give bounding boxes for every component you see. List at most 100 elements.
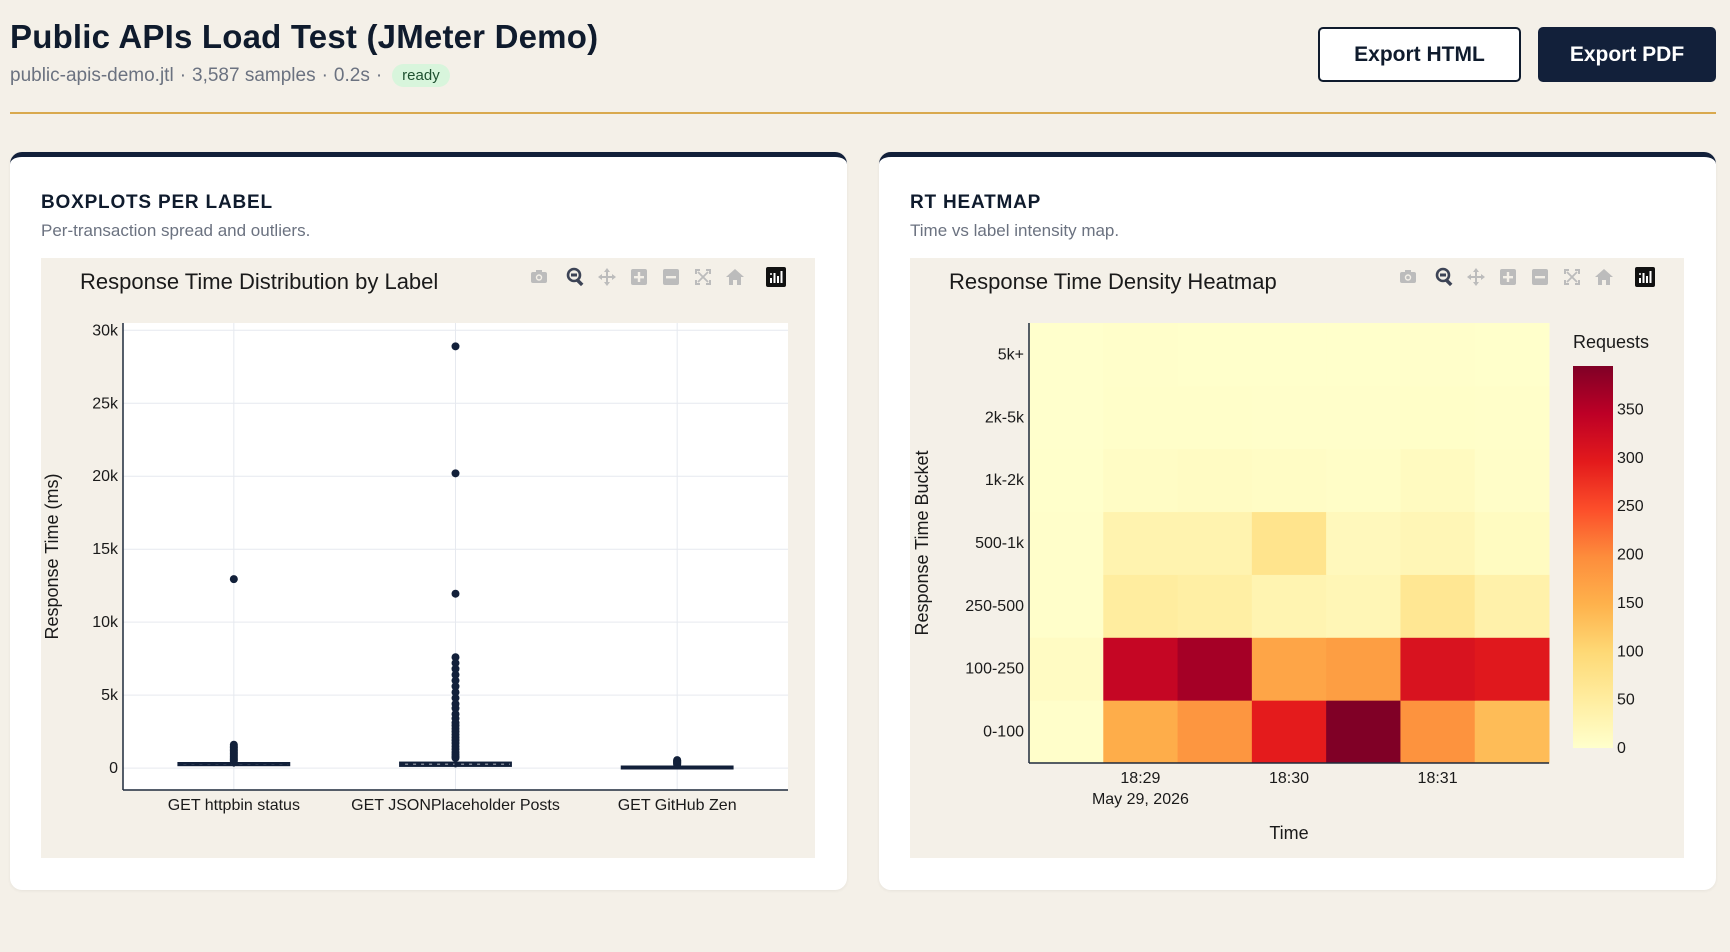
colorbar-tick-label: 50 <box>1617 692 1635 709</box>
colorbar-tick-label: 0 <box>1617 740 1626 757</box>
heatmap-cell <box>1177 323 1253 387</box>
y-tick-label: 20k <box>92 468 119 485</box>
heatmap-cell <box>1251 574 1327 638</box>
outlier-point <box>229 756 238 765</box>
heatmap-cell <box>1474 511 1550 575</box>
meta-separator: · <box>375 64 383 86</box>
colorbar-tick-label: 300 <box>1617 450 1644 467</box>
heatmap-cell <box>1103 574 1179 638</box>
zoom-in-icon[interactable] <box>1495 263 1521 291</box>
pan-icon[interactable] <box>1463 263 1489 291</box>
autoscale-icon[interactable] <box>690 263 716 291</box>
heatmap-plot: 0-100 100-250 250-500 500-1k 1k-2k 2k-5k 5k+ 18… <box>910 258 1684 858</box>
zoom-icon[interactable] <box>1432 263 1458 291</box>
zoom-icon[interactable] <box>563 263 589 291</box>
zoom-out-icon[interactable] <box>658 263 684 291</box>
outlier-point <box>229 575 238 584</box>
heatmap-cell <box>1474 385 1550 450</box>
heatmap-cell <box>1103 448 1179 513</box>
y-axis-title: Response Time (ms) <box>42 473 62 639</box>
outlier-point <box>451 659 460 668</box>
heatmap-cell <box>1400 574 1476 638</box>
heatmap-cell <box>1029 448 1104 513</box>
y-tick-label: 0-100 <box>983 724 1024 741</box>
heatmap-cell <box>1474 700 1550 764</box>
x-tick-label: 18:29 <box>1120 770 1160 787</box>
sample-count: 3,587 samples <box>192 64 316 86</box>
parse-duration: 0.2s <box>333 64 370 86</box>
heatmap-cell <box>1251 700 1327 764</box>
reset-axes-icon[interactable] <box>722 263 748 291</box>
heatmap-cell <box>1474 574 1550 638</box>
box-trace <box>177 575 291 767</box>
heatmap-cell <box>1326 385 1401 450</box>
colorbar-tick-label: 250 <box>1617 498 1644 515</box>
heatmap-cell <box>1103 323 1179 387</box>
heatmap-cell <box>1326 511 1401 575</box>
outlier-point <box>451 670 460 679</box>
x-tick-label: 18:31 <box>1418 770 1458 787</box>
y-tick-label: 100-250 <box>965 661 1024 678</box>
heatmap-chart[interactable]: 0-100 100-250 250-500 500-1k 1k-2k 2k-5k 5k+ 18… <box>910 258 1684 858</box>
heatmap-cell <box>1029 574 1104 638</box>
plotly-logo-icon[interactable] <box>763 263 789 291</box>
zoom-in-icon[interactable] <box>626 263 652 291</box>
page-title: Public APIs Load Test (JMeter Demo) <box>10 18 599 55</box>
outlier-point <box>451 682 460 691</box>
zoom-out-icon[interactable] <box>1527 263 1553 291</box>
x-tick-label: GET JSONPlaceholder Posts <box>351 797 560 814</box>
heatmap-cell <box>1326 700 1401 764</box>
heatmap-cell <box>1474 448 1550 513</box>
meta-separator: · <box>321 64 328 86</box>
autoscale-icon[interactable] <box>1559 263 1585 291</box>
outlier-point <box>451 342 460 351</box>
colorbar-title: Requests <box>1573 332 1649 352</box>
heatmap-cell <box>1326 637 1401 701</box>
run-meta: public-apis-demo.jtl · 3,587 samples · 0… <box>10 64 450 87</box>
heatmap-cell <box>1177 637 1253 701</box>
heatmap-cell <box>1326 574 1401 638</box>
y-tick-label: 500-1k <box>975 535 1025 552</box>
camera-icon[interactable] <box>526 263 552 291</box>
card-title: RT HEATMAP <box>910 192 1042 213</box>
card-subtitle: Per-transaction spread and outliers. <box>41 221 311 240</box>
chart-title: Response Time Density Heatmap <box>949 269 1277 294</box>
heatmap-cell <box>1103 637 1179 701</box>
x-axis-title: Time <box>1269 823 1308 843</box>
colorbar-tick-label: 200 <box>1617 547 1644 564</box>
export-pdf-button[interactable]: Export PDF <box>1538 27 1716 82</box>
boxplot-chart[interactable]: 0 5k 10k 15k 20k 25k 30k GET httpbin status GET … <box>41 258 815 858</box>
file-name: public-apis-demo.jtl <box>10 64 174 86</box>
heatmap-cell <box>1400 511 1476 575</box>
outlier-point <box>451 676 460 685</box>
colorbar-tick-label: 100 <box>1617 643 1644 660</box>
boxplot-card: BOXPLOTS PER LABEL Per-transaction sprea… <box>10 152 847 890</box>
heatmap-cell <box>1251 448 1327 513</box>
plotly-logo-icon[interactable] <box>1632 263 1658 291</box>
heatmap-cell <box>1400 323 1476 387</box>
y-tick-label: 1k-2k <box>985 472 1025 489</box>
outlier-point <box>451 694 460 703</box>
y-tick-label: 15k <box>92 541 119 558</box>
heatmap-cell <box>1177 448 1253 513</box>
reset-axes-icon[interactable] <box>1591 263 1617 291</box>
export-html-button[interactable]: Export HTML <box>1318 27 1521 82</box>
heatmap-cell <box>1251 637 1327 701</box>
outlier-point <box>451 469 460 478</box>
heatmap-cell <box>1251 323 1327 387</box>
heatmap-cell <box>1029 700 1104 764</box>
heatmap-cell <box>1326 448 1401 513</box>
pan-icon[interactable] <box>594 263 620 291</box>
outlier-point <box>451 664 460 673</box>
chart-title: Response Time Distribution by Label <box>80 269 439 294</box>
x-date-label: May 29, 2026 <box>1092 791 1189 808</box>
meta-separator: · <box>179 64 187 86</box>
heatmap-cell <box>1029 637 1104 701</box>
box-trace <box>620 756 734 770</box>
heatmap-cell <box>1103 385 1179 450</box>
heatmap-cell <box>1326 323 1401 387</box>
heatmap-cell <box>1474 637 1550 701</box>
camera-icon[interactable] <box>1395 263 1421 291</box>
outlier-point <box>451 688 460 697</box>
heatmap-cell <box>1029 385 1104 450</box>
